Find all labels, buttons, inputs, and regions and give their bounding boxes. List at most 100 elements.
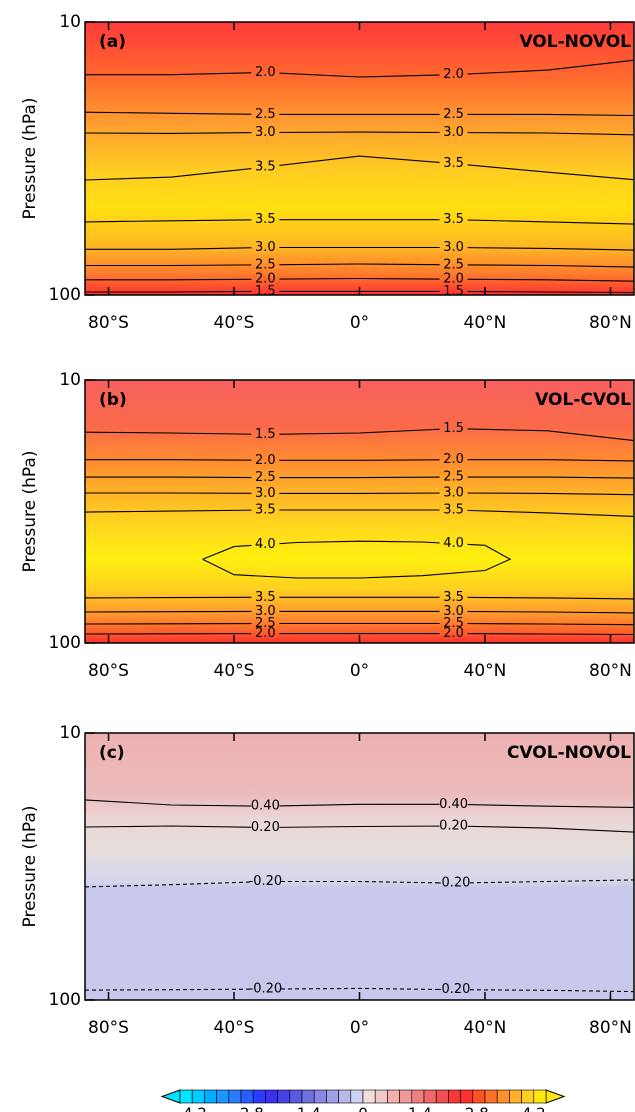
colorbar-box: [423, 1089, 437, 1104]
contour-label: 3.5: [255, 590, 276, 605]
colorbar-box: [326, 1089, 339, 1104]
panel-label: (c): [99, 743, 125, 763]
colorbar-box: [228, 1089, 242, 1104]
x-tick-label: 40°S: [214, 661, 255, 681]
contour-label-gap: [439, 285, 468, 295]
contour-line: [85, 509, 634, 517]
contour-label-gap: [251, 875, 280, 888]
colorbar-box: [313, 1089, 327, 1104]
contour-label-gap: [439, 453, 468, 466]
x-tick-label: 40°N: [464, 1018, 507, 1038]
contour-label: 3.5: [255, 160, 276, 175]
contour-label-gap: [251, 487, 280, 500]
x-tick-label: 80°S: [88, 1018, 129, 1038]
contour-label-gap: [439, 157, 468, 170]
contour-line: [85, 219, 634, 225]
contour-label: 1.5: [443, 421, 464, 436]
contour-label-gap: [251, 605, 280, 618]
contour-label-gap: [439, 68, 468, 81]
colorbar-box: [289, 1089, 303, 1104]
y-tick-label: 100: [49, 285, 81, 305]
colorbar-box: [204, 1089, 217, 1104]
contour-line: [85, 987, 634, 993]
contour-line: [85, 131, 634, 136]
contour-line: [85, 633, 634, 636]
contour-label: 4.0: [255, 537, 276, 552]
colorbar-box: [399, 1089, 413, 1104]
contour-label-gap: [251, 273, 280, 286]
contour-label: 2.5: [255, 616, 276, 631]
colorbar-box: [374, 1089, 388, 1104]
contour-label-gap: [251, 213, 280, 226]
colorbar-tick-label: 4.2: [522, 1105, 546, 1112]
contour-label: 2.0: [443, 452, 464, 467]
contour-label-gap: [251, 503, 280, 516]
contour-label-gap: [439, 605, 468, 618]
colorbar-box: [240, 1089, 254, 1104]
contour-label-gap: [251, 627, 280, 640]
contours: 2.0 2.02.5 2.53.0 3.03.5 3.53.5 3.53.0 3.02.5 2…: [85, 59, 634, 299]
panel-label: (b): [99, 390, 127, 410]
contour-label: 0.20: [439, 818, 468, 833]
x-tick-label: 40°S: [214, 1018, 255, 1038]
colorbar-tick-label: -1.4: [291, 1105, 320, 1112]
contour-label: 4.0: [443, 536, 464, 551]
contours: 0.40 0.40 0.20 0.20 -0.20 -0.20 -0.20 -0.20: [85, 797, 634, 997]
panel-label: (a): [99, 32, 126, 52]
colorbar-box: [350, 1089, 364, 1104]
contour-line: [85, 879, 634, 888]
contour-label-gap: [439, 503, 468, 516]
contour-line: [85, 799, 634, 808]
contour-label: 3.5: [443, 212, 464, 227]
contour-label-gap: [251, 428, 280, 441]
colorbar-box: [191, 1089, 205, 1104]
colorbar-box: [472, 1089, 486, 1104]
contour-label: 2.5: [443, 616, 464, 631]
y-axis-label: Pressure (hPa): [20, 451, 40, 573]
contour-line: [85, 825, 634, 833]
contour-label-gap: [251, 161, 280, 174]
contour-label: 3.0: [443, 486, 464, 501]
colorbar-tick-label: 0: [358, 1105, 368, 1112]
contour-label: 1.5: [255, 284, 276, 299]
contour-label-gap: [251, 108, 280, 121]
x-tick-label: 80°N: [589, 313, 632, 333]
contour-label-gap: [251, 617, 280, 630]
contour-label: 3.5: [255, 212, 276, 227]
contour-label-gap: [439, 487, 468, 500]
colorbar-box: [411, 1089, 425, 1104]
contours: 1.5 1.52.0 2.02.5 2.53.0 3.03.5 3.54.0 4.03.5 3…: [85, 421, 634, 641]
contour-label-gap: [439, 983, 468, 996]
colorbar-box: [521, 1089, 535, 1104]
contour-label: 3.0: [255, 604, 276, 619]
y-tick-label: 100: [49, 990, 81, 1010]
contour-label: 2.5: [443, 257, 464, 272]
contour-label: 3.5: [443, 590, 464, 605]
colorbar-tick-label: 2.8: [465, 1105, 489, 1112]
contour-label: 2.5: [443, 470, 464, 485]
contour-line: [85, 596, 634, 600]
panel-title: CVOL-NOVOL: [507, 743, 631, 763]
contour-label: 2.0: [255, 65, 276, 80]
contour-label-gap: [439, 126, 468, 139]
contour-label: 2.5: [443, 107, 464, 122]
contour-line: [202, 540, 512, 579]
contour-label: 2.0: [255, 272, 276, 287]
contour-label-gap: [439, 258, 468, 271]
colorbar-box: [448, 1089, 461, 1104]
contour-label-gap: [251, 66, 280, 79]
contour-label: 0.20: [251, 820, 280, 835]
x-tick-label: 80°N: [589, 1018, 632, 1038]
colorbar-box: [509, 1089, 522, 1104]
colorbar-box: [277, 1089, 291, 1104]
x-tick-label: 40°S: [214, 313, 255, 333]
panel-title: VOL-NOVOL: [519, 32, 631, 52]
plot-background: [85, 733, 634, 1000]
contour-line: [85, 263, 634, 268]
contour-label-gap: [439, 108, 468, 121]
contour-label-gap: [251, 241, 280, 254]
contour-label: 2.0: [443, 272, 464, 287]
colorbar-box: [179, 1089, 193, 1104]
contour-label-gap: [439, 591, 468, 604]
contour-line: [85, 428, 634, 442]
